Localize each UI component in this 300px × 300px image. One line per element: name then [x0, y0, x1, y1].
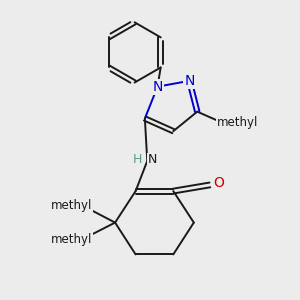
Text: methyl: methyl [51, 199, 92, 212]
Text: O: O [213, 176, 224, 190]
Text: H: H [133, 153, 142, 167]
Text: methyl: methyl [51, 232, 92, 245]
Text: N: N [152, 80, 163, 94]
Text: N: N [184, 74, 195, 88]
Text: N: N [148, 153, 157, 167]
Text: methyl: methyl [217, 116, 259, 129]
